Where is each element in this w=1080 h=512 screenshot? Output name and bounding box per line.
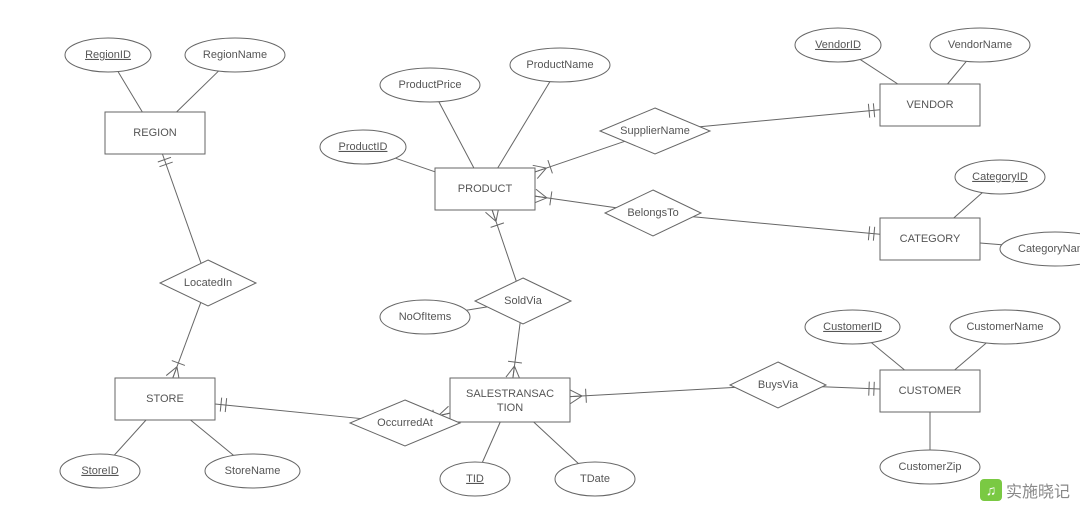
entity-label: TION: [497, 402, 523, 414]
edge: [535, 141, 625, 172]
entity-label: PRODUCT: [458, 183, 513, 195]
edge: [162, 154, 201, 263]
attr-edge: [395, 158, 435, 172]
watermark-text: 实施晓记: [1006, 478, 1070, 502]
attr-edge: [534, 422, 579, 464]
attr-edge: [482, 422, 500, 462]
entity-sales: [450, 378, 570, 422]
attribute-label: ProductName: [526, 59, 593, 71]
attr-edge: [466, 307, 487, 310]
attribute-label: CustomerName: [966, 321, 1043, 333]
attribute-label: VendorID: [815, 39, 861, 51]
attribute-label: ProductID: [339, 141, 388, 153]
attribute-label: CustomerID: [823, 321, 882, 333]
attr-edge: [954, 193, 983, 218]
attribute-label: RegionName: [203, 49, 267, 61]
attribute-label: ProductPrice: [399, 79, 462, 91]
entity-label: CATEGORY: [900, 233, 961, 245]
attr-edge: [948, 61, 967, 84]
attr-edge: [177, 71, 219, 112]
attr-edge: [191, 420, 234, 455]
relationship-label: LocatedIn: [184, 277, 232, 289]
attribute-label: TID: [466, 473, 484, 485]
attr-edge: [439, 102, 474, 168]
relationship-label: SoldVia: [504, 295, 543, 307]
attribute-label: CustomerZip: [899, 461, 962, 473]
er-diagram-canvas: REGION PRODUCT VENDOR CATEGORY STORE SALESTRA…: [0, 0, 1080, 512]
attribute-label: CategoryName: [1018, 243, 1080, 255]
relationship-label: SupplierName: [620, 125, 690, 137]
attribute-label: VendorName: [948, 39, 1012, 51]
entity-label: SALESTRANSAC: [466, 388, 554, 400]
attr-edge: [955, 343, 987, 370]
watermark: ♫ 实施晓记: [980, 478, 1070, 502]
attr-edge: [498, 82, 550, 168]
edge: [693, 217, 880, 235]
relationship-label: BelongsTo: [627, 207, 678, 219]
attribute-label: TDate: [580, 473, 610, 485]
attribute-label: RegionID: [85, 49, 131, 61]
edge: [173, 303, 201, 378]
entity-label: CUSTOMER: [899, 385, 962, 397]
edge: [570, 387, 735, 396]
entity-label: STORE: [146, 393, 184, 405]
relationship-label: OccurredAt: [377, 417, 433, 429]
attribute-label: NoOfItems: [399, 311, 452, 323]
edge: [535, 196, 616, 208]
attr-edge: [118, 72, 142, 112]
attr-edge: [114, 420, 146, 455]
wechat-icon: ♫: [980, 479, 1002, 501]
entity-label: REGION: [133, 127, 176, 139]
edge: [700, 110, 880, 127]
attribute-label: CategoryID: [972, 171, 1028, 183]
attr-edge: [980, 243, 1002, 245]
edge: [215, 404, 361, 419]
relationship-label: BuysVia: [758, 379, 799, 391]
entity-label: VENDOR: [906, 99, 953, 111]
attribute-label: StoreName: [225, 465, 281, 477]
attr-edge: [871, 343, 904, 370]
edge: [822, 387, 880, 389]
attribute-label: StoreID: [81, 465, 118, 477]
attr-edge: [860, 60, 898, 84]
